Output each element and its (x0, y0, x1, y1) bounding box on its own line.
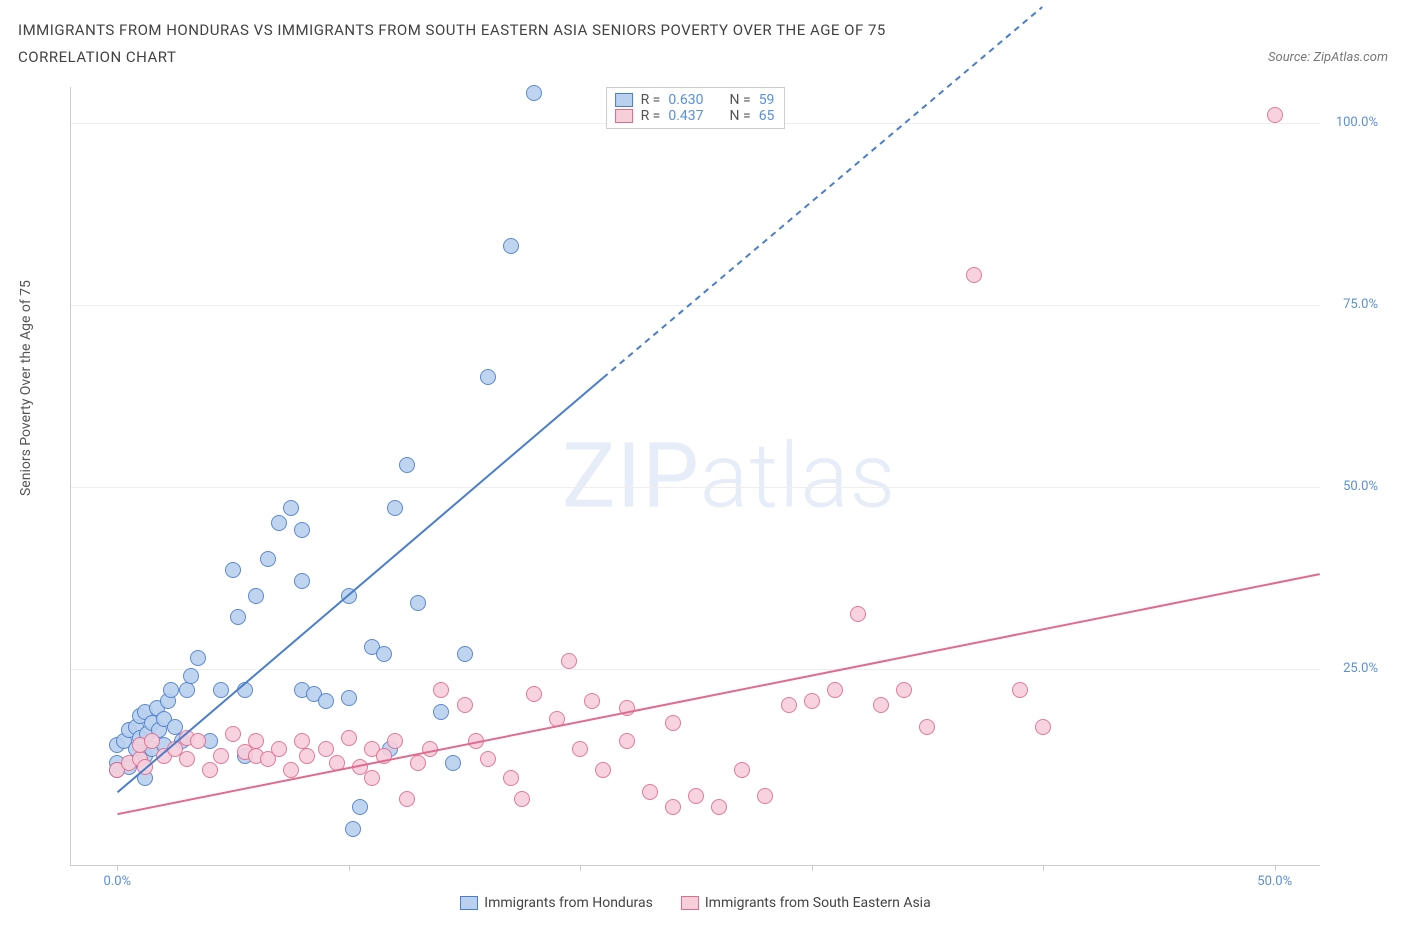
legend-row: R = 0.437 N = 65 (615, 108, 775, 124)
legend-n-value: 65 (759, 108, 775, 124)
chart-title: IMMIGRANTS FROM HONDURAS VS IMMIGRANTS F… (18, 18, 1388, 42)
legend-n-label: N = (730, 108, 751, 124)
trend-lines-svg (71, 87, 1320, 865)
trend-line-solid (118, 574, 1320, 814)
source-name: ZipAtlas.com (1313, 50, 1388, 65)
x-tick (1043, 865, 1044, 871)
y-axis-label: Seniors Poverty Over the Age of 75 (18, 280, 34, 496)
series-legend-item: Immigrants from South Eastern Asia (681, 895, 931, 911)
chart-header: IMMIGRANTS FROM HONDURAS VS IMMIGRANTS F… (0, 0, 1406, 74)
series-legend-label: Immigrants from Honduras (484, 895, 653, 911)
series-legend: Immigrants from Honduras Immigrants from … (71, 895, 1320, 911)
legend-swatch (460, 896, 478, 910)
legend-r-value: 0.437 (668, 108, 703, 124)
legend-swatch (615, 93, 633, 107)
y-tick-label: 75.0% (1343, 297, 1378, 312)
series-legend-label: Immigrants from South Eastern Asia (705, 895, 931, 911)
legend-r-label: R = (641, 92, 661, 108)
trend-line-solid (118, 378, 603, 792)
x-tick (117, 865, 118, 871)
legend-n-value: 59 (759, 92, 775, 108)
source-citation: Source: ZipAtlas.com (1268, 50, 1388, 65)
series-legend-item: Immigrants from Honduras (460, 895, 653, 911)
y-tick-label: 100.0% (1336, 115, 1378, 130)
legend-swatch (615, 109, 633, 123)
legend-r-label: R = (641, 108, 661, 124)
x-tick-label: 0.0% (104, 874, 132, 889)
legend-r-value: 0.630 (668, 92, 703, 108)
legend-n-label: N = (730, 92, 751, 108)
plot-area: ZIPatlas R = 0.630N = 59R = 0.437N = 65 … (70, 87, 1320, 866)
x-tick (1275, 865, 1276, 871)
x-tick (580, 865, 581, 871)
x-tick (349, 865, 350, 871)
y-tick-label: 50.0% (1343, 479, 1378, 494)
x-tick-label: 50.0% (1257, 874, 1292, 889)
source-prefix: Source: (1268, 50, 1313, 65)
y-tick-label: 25.0% (1343, 661, 1378, 676)
chart-subtitle: CORRELATION CHART (18, 48, 176, 66)
chart-area: Seniors Poverty Over the Age of 75 ZIPat… (18, 75, 1388, 916)
subtitle-row: CORRELATION CHART Source: ZipAtlas.com (18, 48, 1388, 66)
legend-row: R = 0.630 N = 59 (615, 92, 775, 108)
correlation-legend: R = 0.630 N = 59 R = 0.437 N = 65 (606, 87, 786, 129)
x-tick (812, 865, 813, 871)
legend-swatch (681, 896, 699, 910)
